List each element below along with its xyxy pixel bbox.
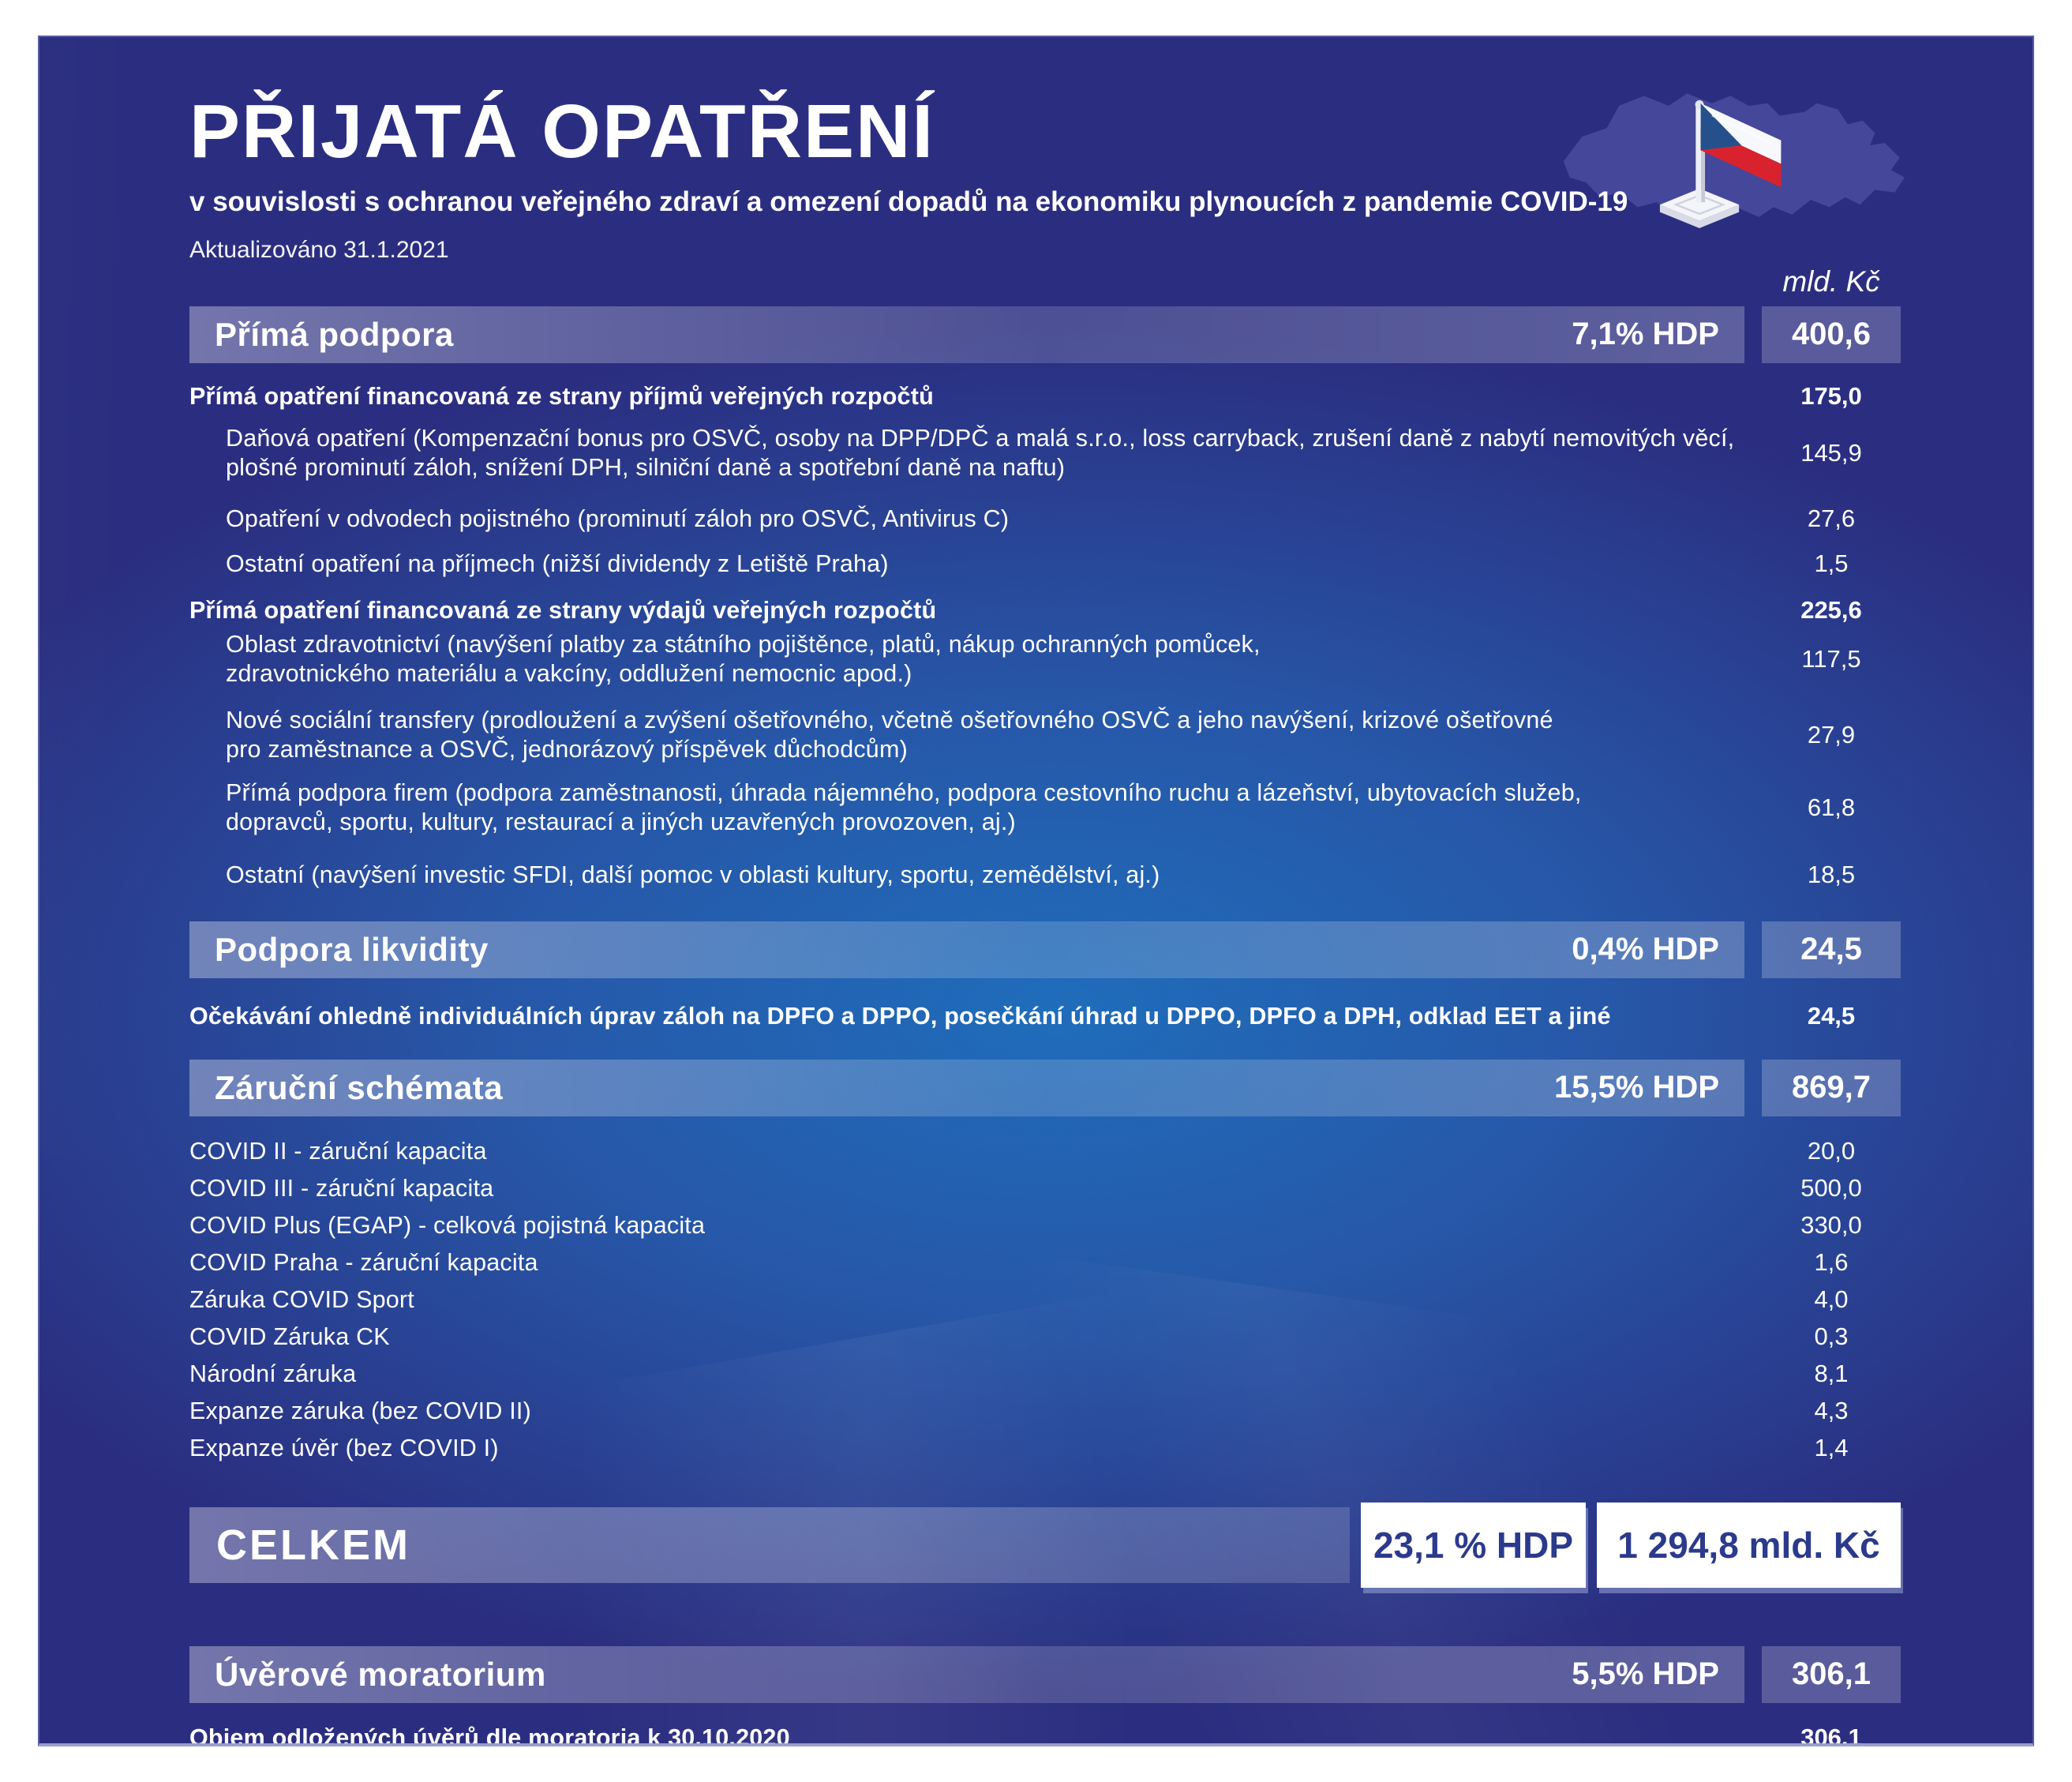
table-row: Přímá opatření financovaná ze strany pří…	[189, 382, 1901, 411]
section-total-value: 869,7	[1762, 1059, 1901, 1116]
row-label: Přímá podpora firem (podpora zaměstnanos…	[226, 778, 1582, 835]
row-value: 24,5	[1807, 1002, 1856, 1030]
section-hdp-share: 15,5% HDP	[1554, 1070, 1719, 1105]
table-row: Opatření v odvodech pojistného (prominut…	[189, 505, 1901, 534]
page-title: PŘIJATÁ OPATŘENÍ	[189, 89, 935, 174]
section-title: Úvěrové moratorium	[215, 1655, 546, 1693]
row-label: COVID II - záruční kapacita	[189, 1137, 487, 1165]
row-value: 8,1	[1814, 1360, 1849, 1388]
row-label: Očekávání ohledně individuálních úprav z…	[189, 1002, 1611, 1030]
main-panel: PŘIJATÁ OPATŘENÍ v souvislosti s ochrano…	[38, 36, 2034, 1746]
table-row: Ostatní (navýšení investic SFDI, další p…	[189, 861, 1901, 890]
table-row: Přímá podpora firem (podpora zaměstnanos…	[189, 778, 1901, 837]
total-row: CELKEM 23,1 % HDP 1 294,8 mld. Kč	[189, 1502, 1901, 1588]
table-row: Daňová opatření (Kompenzační bonus pro O…	[189, 424, 1901, 482]
row-value: 500,0	[1800, 1174, 1862, 1202]
section-bar: Záruční schémata 15,5% HDP	[189, 1059, 1744, 1116]
row-label: COVID Praha - záruční kapacita	[189, 1248, 538, 1276]
row-value: 306,1	[1800, 1724, 1862, 1746]
section-total-value: 306,1	[1762, 1645, 1901, 1703]
row-value: 1,5	[1814, 550, 1849, 578]
section-header-zarucni-schemata: Záruční schémata 15,5% HDP 869,7	[189, 1059, 1901, 1116]
section-bar: Podpora likvidity 0,4% HDP	[189, 921, 1744, 978]
row-label: Národní záruka	[189, 1360, 357, 1387]
section-total-value: 400,6	[1762, 306, 1901, 363]
section-title: Přímá podpora	[215, 315, 454, 353]
czech-map-icon	[1563, 93, 1905, 228]
row-value: 1,6	[1814, 1248, 1849, 1277]
section-bar: Přímá podpora 7,1% HDP	[189, 306, 1744, 363]
updated-label: Aktualizováno 31.1.2021	[189, 236, 449, 263]
section-header-prima-podpora: Přímá podpora 7,1% HDP 400,6	[189, 306, 1901, 363]
section-title: Podpora likvidity	[215, 930, 489, 968]
unit-row: mld. Kč	[189, 265, 1901, 298]
row-label: Záruka COVID Sport	[189, 1285, 414, 1313]
table-row: Národní záruka 8,1	[189, 1360, 1901, 1389]
row-value: 4,0	[1814, 1285, 1849, 1314]
total-label: CELKEM	[216, 1521, 410, 1569]
row-label: Nové sociální transfery (prodloužení a z…	[226, 706, 1553, 763]
row-label: Přímá opatření financovaná ze strany výd…	[189, 596, 937, 624]
row-label: Expanze úvěr (bez COVID I)	[189, 1434, 499, 1461]
section-title: Záruční schémata	[215, 1068, 504, 1106]
row-label: COVID Plus (EGAP) - celková pojistná kap…	[189, 1211, 706, 1239]
row-value: 27,6	[1807, 505, 1856, 533]
row-value: 0,3	[1814, 1322, 1849, 1351]
section-hdp-share: 0,4% HDP	[1572, 932, 1719, 967]
row-label: COVID Záruka CK	[189, 1322, 390, 1350]
row-value: 145,9	[1800, 438, 1862, 467]
row-label: COVID III - záruční kapacita	[189, 1174, 494, 1202]
row-value: 117,5	[1801, 644, 1861, 673]
row-value: 175,0	[1800, 382, 1862, 411]
table-row: COVID Záruka CK 0,3	[189, 1322, 1901, 1352]
table-row: COVID Plus (EGAP) - celková pojistná kap…	[189, 1211, 1901, 1240]
row-value: 4,3	[1814, 1397, 1849, 1425]
table-row: Oblast zdravotnictví (navýšení platby za…	[189, 630, 1901, 688]
content-column: PŘIJATÁ OPATŘENÍ v souvislosti s ochrano…	[39, 89, 2033, 1746]
total-bar: CELKEM	[189, 1506, 1350, 1583]
table-row: Expanze úvěr (bez COVID I) 1,4	[189, 1434, 1901, 1463]
row-label: Daňová opatření (Kompenzační bonus pro O…	[226, 424, 1735, 481]
table-row: Očekávání ohledně individuálních úprav z…	[189, 1002, 1901, 1031]
table-row: Přímá opatření financovaná ze strany výd…	[189, 596, 1901, 625]
row-label: Expanze záruka (bez COVID II)	[189, 1397, 531, 1424]
czech-map-flag-graphic	[1551, 69, 1922, 290]
table-row: Objem odložených úvěrů dle moratoria k 3…	[189, 1724, 1901, 1746]
table-row: Nové sociální transfery (prodloužení a z…	[189, 706, 1901, 764]
row-label: Objem odložených úvěrů dle moratoria k 3…	[189, 1724, 790, 1746]
section-header-podpora-likvidity: Podpora likvidity 0,4% HDP 24,5	[189, 921, 1901, 978]
table-row: COVID II - záruční kapacita 20,0	[189, 1137, 1901, 1166]
table-row: Záruka COVID Sport 4,0	[189, 1285, 1901, 1315]
section-hdp-share: 7,1% HDP	[1572, 317, 1719, 352]
row-label: Ostatní opatření na příjmech (nižší divi…	[226, 550, 889, 577]
table-row: Expanze záruka (bez COVID II) 4,3	[189, 1397, 1901, 1426]
row-value: 225,6	[1800, 596, 1862, 625]
row-value: 330,0	[1800, 1211, 1862, 1240]
table-row: Ostatní opatření na příjmech (nižší divi…	[189, 550, 1901, 579]
spacer	[189, 265, 1744, 298]
page-subtitle: v souvislosti s ochranou veřejného zdrav…	[189, 186, 1628, 217]
row-label: Ostatní (navýšení investic SFDI, další p…	[226, 861, 1160, 888]
section-total-value: 24,5	[1762, 921, 1901, 978]
row-value: 20,0	[1807, 1137, 1856, 1165]
total-value-box: 1 294,8 mld. Kč	[1597, 1502, 1901, 1588]
section-hdp-share: 5,5% HDP	[1572, 1656, 1719, 1692]
row-value: 61,8	[1807, 793, 1856, 821]
table-row: COVID III - záruční kapacita 500,0	[189, 1174, 1901, 1203]
row-label: Přímá opatření financovaná ze strany pří…	[189, 382, 934, 410]
row-value: 1,4	[1814, 1434, 1849, 1462]
row-label: Opatření v odvodech pojistného (prominut…	[226, 505, 1010, 532]
section-header-uverove-moratorium: Úvěrové moratorium 5,5% HDP 306,1	[189, 1645, 1901, 1703]
unit-label: mld. Kč	[1782, 264, 1880, 298]
row-label: Oblast zdravotnictví (navýšení platby za…	[226, 630, 1261, 687]
row-value: 18,5	[1807, 861, 1856, 889]
table-row: COVID Praha - záruční kapacita 1,6	[189, 1248, 1901, 1277]
section-bar: Úvěrové moratorium 5,5% HDP	[189, 1645, 1744, 1703]
total-hdp-box: 23,1 % HDP	[1361, 1502, 1586, 1588]
row-value: 27,9	[1807, 720, 1856, 748]
